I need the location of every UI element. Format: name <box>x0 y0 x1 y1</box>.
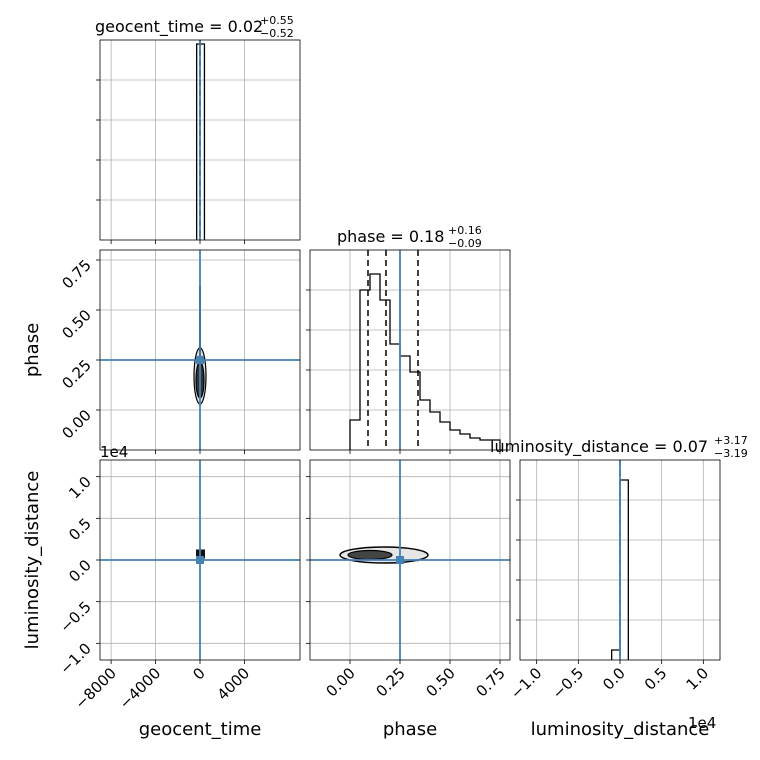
xtick-label-luminosity_distance-0: −1.0 <box>507 664 545 702</box>
xtick-label-phase-3: 0.75 <box>472 664 508 700</box>
hist-bar-phase-10 <box>450 430 460 450</box>
panel-luminosity_distance-vs-phase <box>309 459 511 661</box>
hist-bar-phase-11 <box>460 434 470 450</box>
ytick-label-luminosity_distance-0: −1.0 <box>56 639 94 677</box>
hist-bar-phase-3 <box>380 300 390 450</box>
panels-layer <box>96 39 721 664</box>
hist-bar-phase-7 <box>420 400 430 450</box>
ytick-label-luminosity_distance-1: −0.5 <box>56 598 94 636</box>
ytick-label-phase-1: 0.25 <box>58 356 94 392</box>
y-axis-label-luminosity-distance: luminosity_distance <box>22 471 43 650</box>
panel-phase-vs-geocent_time <box>99 249 301 451</box>
offset-label-y: 1e4 <box>100 443 128 461</box>
title-geocent-time: geocent_time = 0.02 <box>95 17 263 37</box>
xtick-label-geocent_time-1: −4000 <box>116 664 165 713</box>
hist-bar-phase-12 <box>470 438 480 450</box>
x-axis-label-geocent-time: geocent_time <box>139 719 262 740</box>
title-luminosity-distance-sub: −3.19 <box>714 447 748 460</box>
panel-luminosity_distance-vs-phase-truth-marker <box>396 556 404 564</box>
xtick-label-geocent_time-2: 0 <box>189 664 208 683</box>
xtick-label-luminosity_distance-2: 0.0 <box>599 664 629 694</box>
ytick-label-phase-2: 0.50 <box>58 306 94 342</box>
labels-layer: geocent_time = 0.02 +0.55 −0.52 phase = … <box>22 14 748 740</box>
y-axis-label-phase: phase <box>22 323 43 377</box>
xtick-label-geocent_time-0: −8000 <box>71 664 120 713</box>
panel-diag-luminosity_distance <box>519 459 721 661</box>
title-luminosity-distance: luminosity_distance = 0.07 <box>490 437 708 457</box>
title-phase-sup: +0.16 <box>448 224 482 237</box>
hist-bar-luminosity_distance-0 <box>612 650 620 660</box>
panel-phase-vs-geocent_time-truth-marker <box>196 356 204 364</box>
ytick-label-luminosity_distance-2: 0.0 <box>65 556 95 586</box>
panel-luminosity_distance-vs-geocent_time <box>99 459 301 661</box>
panel-luminosity_distance-vs-phase-contour-inner <box>347 549 393 561</box>
tick-labels-layer: −8000−4000 0 4000 0.00 0.25 0.50 0.75−1.0 −0.5 0… <box>56 256 712 713</box>
x-axis-label-phase: phase <box>383 719 437 740</box>
hist-bar-phase-4 <box>390 344 400 450</box>
ytick-label-phase-3: 0.75 <box>58 256 94 292</box>
hist-bar-luminosity_distance-1 <box>620 480 628 660</box>
ytick-label-luminosity_distance-4: 1.0 <box>65 473 95 503</box>
xtick-label-phase-0: 0.00 <box>322 664 358 700</box>
ytick-label-luminosity_distance-3: 0.5 <box>65 514 95 544</box>
title-geocent-time-sub: −0.52 <box>260 27 294 40</box>
x-axis-label-luminosity-distance: luminosity_distance <box>531 719 710 740</box>
title-phase: phase = 0.18 <box>337 227 444 246</box>
panel-diag-geocent_time <box>99 39 301 241</box>
xtick-label-luminosity_distance-1: −0.5 <box>549 664 587 702</box>
xtick-label-luminosity_distance-3: 0.5 <box>641 664 671 694</box>
xtick-label-phase-2: 0.50 <box>422 664 458 700</box>
offset-label-x: 1e4 <box>688 714 716 732</box>
title-geocent-time-sup: +0.55 <box>260 14 294 27</box>
xtick-label-geocent_time-3: 4000 <box>214 664 254 704</box>
panel-luminosity_distance-vs-geocent_time-truth-marker <box>196 556 204 564</box>
hist-outline-phase <box>349 273 501 450</box>
hist-bar-phase-8 <box>430 412 440 450</box>
panel-diag-phase <box>309 249 511 451</box>
hist-bar-phase-2 <box>370 274 380 450</box>
title-luminosity-distance-sup: +3.17 <box>714 434 748 447</box>
xtick-label-luminosity_distance-4: 1.0 <box>683 664 713 694</box>
ytick-label-phase-0: 0.00 <box>58 406 94 442</box>
hist-bar-phase-9 <box>440 422 450 450</box>
xtick-label-phase-1: 0.25 <box>372 664 408 700</box>
hist-bar-phase-0 <box>350 420 360 450</box>
title-phase-sub: −0.09 <box>448 237 482 250</box>
